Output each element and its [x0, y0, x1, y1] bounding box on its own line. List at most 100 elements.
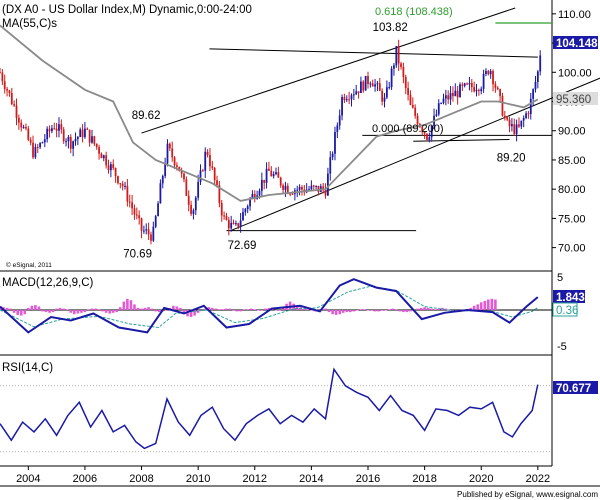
x-tick-label: 2012	[243, 473, 267, 485]
candle-body	[352, 94, 355, 96]
macd-histogram-bar	[331, 310, 334, 315]
macd-histogram-bar	[76, 310, 80, 314]
candle-body	[272, 174, 275, 177]
candle-body	[473, 87, 476, 92]
macd-histogram-bar	[58, 307, 62, 310]
macd-histogram-bar	[90, 308, 94, 310]
candle-body	[39, 143, 42, 148]
candle-body	[114, 168, 117, 177]
candle-body	[348, 99, 351, 101]
candle-body	[499, 89, 502, 97]
candle-body	[65, 141, 67, 143]
macd-histogram-bar	[246, 309, 249, 310]
candle-body	[74, 139, 77, 142]
candle-body	[124, 185, 126, 187]
candle-body	[322, 186, 325, 190]
candle-body	[135, 214, 138, 216]
macd-histogram-bar	[165, 310, 168, 311]
candle-body	[411, 104, 414, 108]
candle-body	[378, 83, 381, 91]
candle-body	[249, 198, 251, 207]
macd-histogram-bar	[65, 309, 69, 310]
candle-body	[209, 155, 211, 167]
candle-body	[416, 115, 419, 125]
macd-histogram-bar	[228, 308, 232, 310]
macd-histogram-bar	[203, 308, 207, 310]
macd-histogram-bar	[23, 310, 27, 315]
candle-body	[128, 201, 131, 203]
candle-body	[206, 151, 209, 156]
macd-histogram-bar	[409, 310, 412, 312]
candle-body	[456, 90, 459, 98]
macd-histogram-bar	[94, 308, 97, 310]
candle-body	[534, 81, 537, 90]
macd-histogram-bar	[218, 309, 221, 310]
candle-body	[444, 95, 447, 99]
macd-histogram-bar	[338, 310, 341, 315]
candle-body	[539, 55, 542, 72]
candle-body	[336, 125, 339, 133]
candle-body	[180, 171, 183, 174]
candle-body	[10, 92, 13, 105]
macd-histogram-bar	[140, 308, 143, 310]
candle-body	[440, 102, 443, 104]
candle-body	[22, 126, 25, 128]
candle-body	[442, 98, 445, 103]
macd-line	[0, 278, 539, 334]
candle-body	[402, 66, 405, 77]
candle-body	[220, 202, 223, 216]
candle-body	[341, 97, 343, 116]
candle-body	[102, 155, 105, 159]
macd-histogram-bar	[175, 306, 179, 310]
candle-body	[50, 128, 53, 132]
candle-body	[263, 179, 266, 183]
candle-body	[518, 124, 520, 127]
fib-upper-label: 0.618 (108.438)	[375, 6, 453, 18]
x-tick-label: 2006	[73, 473, 97, 485]
candle-body	[407, 88, 410, 95]
macd-histogram-bar	[430, 308, 433, 310]
candle-body	[282, 185, 284, 190]
candle-body	[461, 84, 464, 86]
candle-body	[20, 122, 23, 128]
macd-histogram-bar	[274, 310, 278, 311]
macd-histogram-bar	[310, 310, 313, 311]
x-tick-label: 2018	[412, 473, 436, 485]
candle-body	[260, 179, 263, 191]
candle-body	[324, 189, 327, 196]
candle-body	[67, 136, 70, 142]
candle-body	[376, 83, 379, 85]
candle-body	[400, 63, 402, 67]
candle-body	[60, 124, 63, 130]
macd-histogram-bar	[380, 310, 384, 311]
macd-histogram-bar	[34, 305, 37, 310]
macd-histogram-bar	[324, 308, 327, 310]
macd-histogram-bar	[193, 310, 196, 316]
macd-histogram-bar	[239, 310, 242, 312]
macd-histogram-bar	[260, 310, 264, 311]
candle-body	[192, 210, 195, 214]
price-annotation: 72.69	[228, 240, 257, 252]
rsi-panel: RSI(14,C) 70.677	[0, 362, 598, 453]
macd-histogram-bar	[398, 310, 402, 312]
candle-body	[383, 97, 386, 102]
x-tick-label: 2008	[129, 473, 153, 485]
macd-histogram-bar	[426, 307, 430, 310]
macd-histogram-bar	[444, 308, 448, 310]
candle-body	[107, 165, 110, 171]
candle-body	[494, 84, 497, 88]
candle-body	[253, 193, 256, 199]
candle-body	[312, 185, 315, 187]
candle-body	[480, 88, 483, 92]
candle-body	[218, 185, 221, 203]
trendline	[209, 48, 538, 58]
candle-body	[69, 136, 72, 149]
macd-label: MACD(12,26,9,C)	[2, 277, 94, 289]
candle-body	[489, 71, 492, 75]
candle-body	[270, 170, 273, 177]
candle-body	[515, 124, 518, 134]
candle-body	[105, 155, 108, 166]
candle-body	[423, 131, 426, 134]
candle-body	[43, 139, 46, 143]
macd-histogram-bar	[129, 300, 133, 310]
